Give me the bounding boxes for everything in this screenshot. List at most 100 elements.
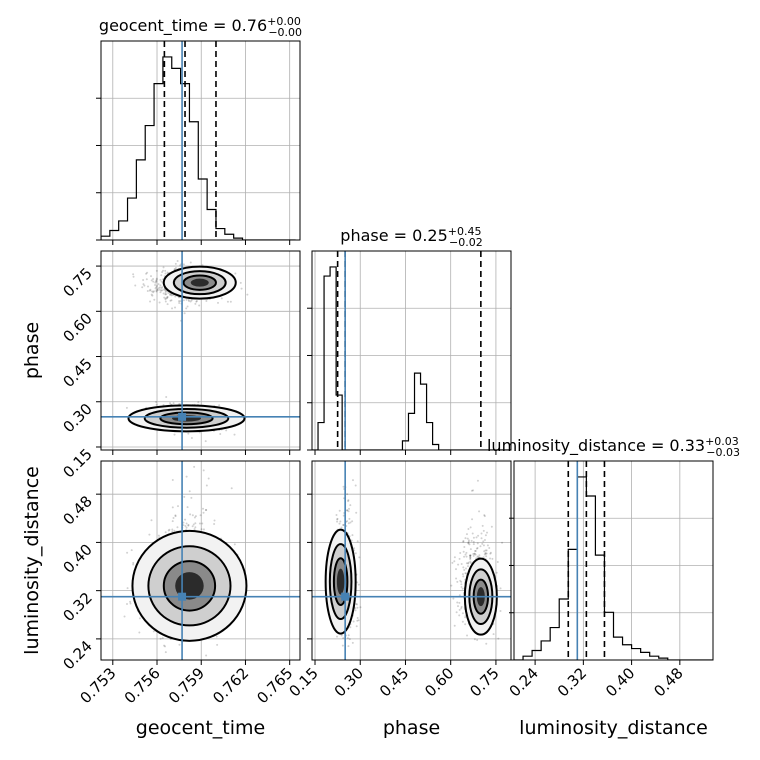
sample-point bbox=[156, 288, 159, 291]
contour-line bbox=[127, 404, 246, 433]
sample-point bbox=[170, 293, 173, 296]
sample-point bbox=[483, 514, 486, 517]
sample-point bbox=[159, 637, 162, 640]
sample-point bbox=[351, 520, 354, 523]
tick-label-x: 0.756 bbox=[121, 664, 164, 707]
sample-point bbox=[467, 541, 470, 544]
sample-point bbox=[165, 297, 168, 300]
sample-point bbox=[194, 515, 197, 518]
sample-point bbox=[220, 297, 223, 300]
sample-point bbox=[148, 533, 151, 536]
sample-point bbox=[151, 294, 154, 297]
sample-point bbox=[464, 623, 467, 626]
sample-point bbox=[178, 302, 181, 305]
sample-point bbox=[173, 529, 176, 532]
sample-point bbox=[469, 554, 472, 557]
sample-point bbox=[499, 609, 502, 612]
sample-point bbox=[479, 545, 482, 548]
sample-point bbox=[164, 291, 167, 294]
sample-point bbox=[473, 552, 476, 555]
sample-point bbox=[499, 587, 502, 590]
sample-point bbox=[451, 561, 454, 564]
sample-point bbox=[356, 540, 359, 543]
panel-phase-vs-luminosity_distance: 0.15 0.30 0.45 0.60 0.75 bbox=[285, 460, 512, 700]
sample-point bbox=[165, 396, 168, 399]
sample-point bbox=[195, 300, 198, 303]
sample-point bbox=[225, 429, 228, 432]
sample-point bbox=[157, 287, 160, 290]
sample-point bbox=[335, 514, 338, 517]
sample-point bbox=[171, 530, 174, 533]
sample-point bbox=[355, 603, 358, 606]
sample-point bbox=[476, 546, 479, 549]
sample-point bbox=[184, 525, 187, 528]
sample-point bbox=[164, 272, 167, 275]
sample-point bbox=[157, 283, 160, 286]
sample-point bbox=[186, 506, 189, 509]
sample-point bbox=[460, 583, 463, 586]
sample-point bbox=[161, 637, 164, 640]
sample-point bbox=[489, 552, 492, 555]
sample-point bbox=[191, 525, 194, 528]
sample-point bbox=[472, 489, 475, 492]
sample-point bbox=[202, 507, 205, 510]
sample-point bbox=[129, 600, 132, 603]
sample-point bbox=[154, 287, 157, 290]
sample-point bbox=[158, 288, 161, 291]
sample-point bbox=[465, 572, 468, 575]
sample-point bbox=[348, 517, 351, 520]
sample-point bbox=[352, 620, 355, 623]
sample-point bbox=[169, 293, 172, 296]
sample-point bbox=[155, 290, 158, 293]
sample-point bbox=[473, 552, 476, 555]
sample-point bbox=[171, 307, 174, 310]
sample-point bbox=[489, 557, 492, 560]
sample-point bbox=[476, 542, 479, 545]
sample-point bbox=[204, 509, 207, 512]
sample-point bbox=[158, 286, 161, 289]
sample-point bbox=[173, 433, 176, 436]
sample-point bbox=[165, 293, 168, 296]
sample-point bbox=[126, 551, 129, 554]
sample-point bbox=[174, 306, 177, 309]
sample-point bbox=[483, 539, 486, 542]
sample-point bbox=[346, 493, 349, 496]
sample-point bbox=[193, 528, 196, 531]
sample-point bbox=[482, 529, 485, 532]
tick-label-y: 0.15 bbox=[59, 445, 95, 481]
density-group bbox=[312, 461, 511, 660]
sample-point bbox=[348, 507, 351, 510]
sample-point bbox=[162, 292, 165, 295]
sample-point bbox=[450, 584, 453, 587]
sample-point bbox=[155, 278, 158, 281]
contour-line bbox=[159, 411, 214, 426]
sample-point bbox=[194, 302, 197, 305]
sample-point bbox=[185, 298, 188, 301]
sample-point bbox=[155, 279, 158, 282]
sample-point bbox=[207, 477, 210, 480]
sample-point bbox=[359, 606, 362, 609]
sample-point bbox=[145, 272, 148, 275]
sample-point bbox=[198, 304, 201, 307]
sample-point bbox=[162, 266, 165, 269]
sample-point bbox=[467, 540, 470, 543]
sample-point bbox=[460, 580, 463, 583]
sample-point bbox=[349, 521, 352, 524]
sample-point bbox=[188, 490, 191, 493]
sample-point bbox=[164, 531, 167, 534]
sample-point bbox=[189, 513, 192, 516]
sample-point bbox=[186, 305, 189, 308]
sample-point bbox=[168, 528, 171, 531]
sample-point bbox=[469, 556, 472, 559]
sample-point bbox=[461, 620, 464, 623]
sample-point bbox=[164, 651, 167, 654]
sample-point bbox=[164, 298, 167, 301]
panel-frame bbox=[100, 460, 301, 661]
sample-point bbox=[476, 639, 479, 642]
sample-point bbox=[480, 532, 483, 535]
sample-point bbox=[496, 560, 499, 563]
sample-point bbox=[174, 515, 177, 518]
sample-point bbox=[142, 278, 145, 281]
sample-point bbox=[155, 280, 158, 283]
contour-line bbox=[162, 560, 217, 612]
